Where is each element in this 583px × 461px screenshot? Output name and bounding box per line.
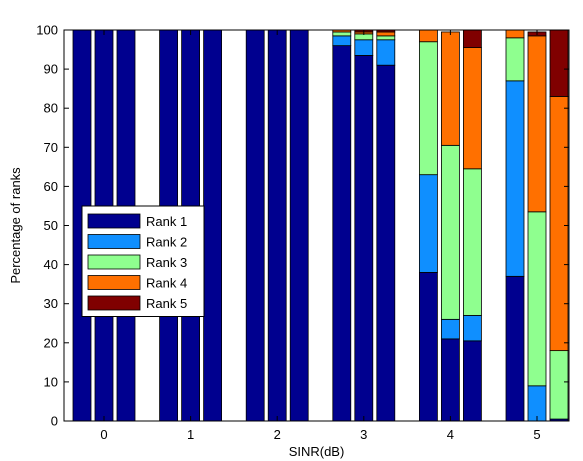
- y-tick-label: 40: [44, 257, 58, 272]
- bar-segment-rank-1: [289, 29, 309, 422]
- bar-segment-rank-2: [376, 39, 396, 66]
- x-tick-label: 2: [274, 427, 281, 442]
- y-tick-label: 0: [51, 414, 58, 429]
- legend-swatch-rank-2: [87, 234, 141, 249]
- bar-segment-rank-1: [505, 275, 525, 422]
- legend-label-rank-2: Rank 2: [146, 235, 187, 250]
- bar-segment-rank-2: [418, 174, 438, 273]
- bar-segment-rank-1: [418, 272, 438, 422]
- bar-segment-rank-5: [549, 29, 569, 97]
- legend-swatch-rank-5: [87, 295, 141, 311]
- y-tick-label: 30: [44, 296, 58, 311]
- legend: Rank 1 Rank 2 Rank 3 Rank 4 Rank 5: [81, 205, 205, 317]
- legend-swatch-rank-4: [87, 275, 141, 290]
- bar-segment-rank-2: [440, 318, 460, 340]
- bar-segment-rank-3: [527, 211, 547, 387]
- bar-segment-rank-2: [505, 80, 525, 277]
- bar-segment-rank-4: [440, 31, 460, 146]
- bar-segment-rank-1: [203, 29, 223, 422]
- x-tick-label: 4: [447, 427, 454, 442]
- ticks: 0 10 20 30 40 50 60 70 80 90 100 0 1 2 3 4 5: [36, 23, 569, 442]
- bar-segment-rank-4: [549, 96, 569, 352]
- bar-segment-rank-3: [418, 41, 438, 176]
- y-tick-label: 50: [44, 218, 58, 233]
- bar-segment-rank-1: [462, 340, 482, 422]
- legend-label-rank-3: Rank 3: [146, 255, 187, 270]
- legend-label-rank-1: Rank 1: [146, 214, 187, 229]
- x-axis-label: SINR(dB): [289, 444, 345, 459]
- x-tick-label: 0: [100, 427, 107, 442]
- x-tick-label: 1: [187, 427, 194, 442]
- bar-segment-rank-2: [354, 39, 374, 56]
- y-tick-label: 20: [44, 335, 58, 350]
- y-tick-label: 70: [44, 140, 58, 155]
- bar-segment-rank-1: [245, 29, 265, 422]
- legend-label-rank-4: Rank 4: [146, 276, 187, 291]
- bar-segment-rank-5: [462, 29, 482, 48]
- bar-segment-rank-4: [376, 31, 396, 37]
- bars-layer: [72, 29, 569, 422]
- x-tick-label: 5: [533, 427, 540, 442]
- y-tick-label: 100: [36, 23, 58, 38]
- bar-segment-rank-2: [332, 35, 352, 47]
- bar-segment-rank-3: [505, 37, 525, 82]
- bar-segment-rank-1: [354, 55, 374, 422]
- bar-segment-rank-4: [462, 47, 482, 170]
- bar-segment-rank-3: [440, 144, 460, 320]
- bar-segment-rank-3: [376, 35, 396, 41]
- legend-swatch-rank-3: [87, 254, 141, 270]
- legend-label-rank-5: Rank 5: [146, 296, 187, 311]
- bar-segment-rank-2: [527, 385, 547, 422]
- bar-segment-rank-3: [332, 31, 352, 37]
- legend-swatch-rank-1: [87, 213, 141, 229]
- y-tick-label: 80: [44, 101, 58, 116]
- y-axis-label: Percentage of ranks: [8, 167, 23, 284]
- x-tick-label: 3: [360, 427, 367, 442]
- bar-segment-rank-1: [332, 45, 352, 422]
- bar-segment-rank-3: [549, 350, 569, 420]
- y-tick-label: 10: [44, 374, 58, 389]
- bar-segment-rank-4: [418, 29, 438, 43]
- bar-segment-rank-1: [376, 64, 396, 422]
- y-tick-label: 90: [44, 62, 58, 77]
- bar-segment-rank-4: [527, 35, 547, 213]
- bar-segment-rank-1: [440, 338, 460, 422]
- bar-segment-rank-1: [267, 29, 287, 422]
- bar-segment-rank-3: [462, 168, 482, 316]
- bar-segment-rank-4: [505, 29, 525, 39]
- bar-segment-rank-2: [462, 315, 482, 342]
- y-tick-label: 60: [44, 179, 58, 194]
